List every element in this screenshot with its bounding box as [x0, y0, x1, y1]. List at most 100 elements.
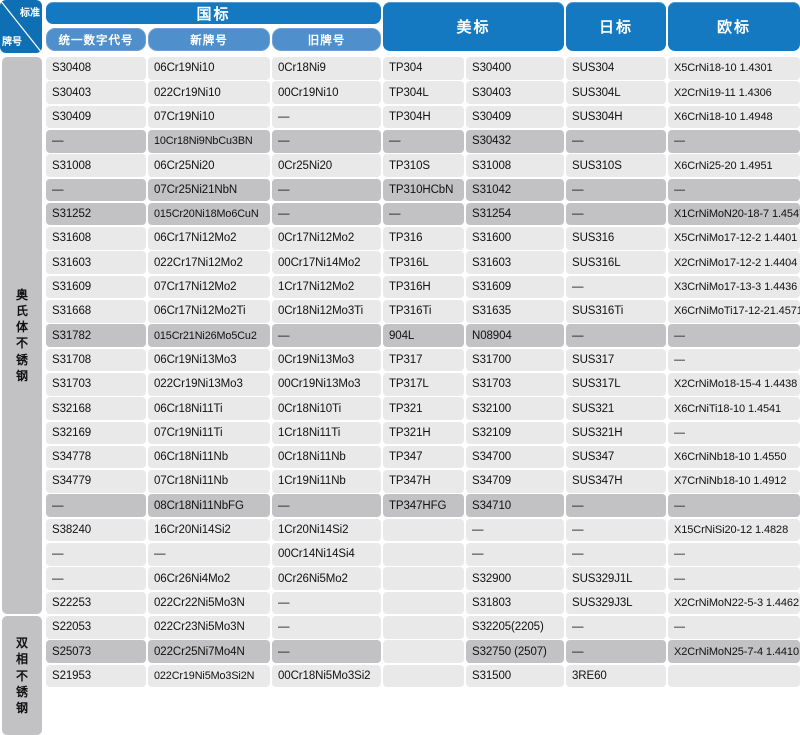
table-cell: X1CrNiMoN20-18-7 1.4547: [668, 202, 800, 226]
table-cell: 0Cr18Ni9: [272, 57, 381, 80]
table-cell: 07Cr25Ni21NbN: [148, 178, 270, 202]
column-subheader-2: 旧牌号: [272, 28, 381, 51]
table-cell: S31635: [466, 300, 564, 323]
table-cell: —: [668, 129, 800, 153]
table-cell: —: [566, 543, 666, 566]
category-char: 不: [15, 668, 28, 683]
table-cell: 022Cr19Ni13Mo3: [148, 372, 270, 396]
table-cell: SUS316: [566, 227, 666, 250]
table-cell: [383, 591, 464, 615]
table-cell: SUS347H: [566, 470, 666, 493]
table-cell: X6CrNi18-10 1.4948: [668, 105, 800, 129]
table-cell: —: [272, 494, 381, 518]
table-cell: S32109: [466, 421, 564, 445]
table-cell: SUS321: [566, 397, 666, 420]
table-cell: X6CrNi25-20 1.4951: [668, 154, 800, 177]
corner-label-grade: 牌号: [2, 37, 22, 48]
table-cell: 022Cr19Ni5Mo3Si2N: [148, 664, 270, 688]
table-cell: —: [566, 324, 666, 347]
table-cell: X2CrNiMo17-12-2 1.4404: [668, 251, 800, 275]
table-cell: TP317L: [383, 372, 464, 396]
table-cell: SUS316L: [566, 251, 666, 275]
table-cell: SUS304: [566, 57, 666, 80]
table-cell: S30408: [46, 57, 146, 80]
table-cell: —: [566, 494, 666, 518]
table-cell: S34710: [466, 494, 564, 518]
table-cell: 07Cr19Ni11Ti: [148, 421, 270, 445]
table-cell: [383, 640, 464, 663]
table-cell: S32205(2205): [466, 615, 564, 639]
table-cell: S22253: [46, 591, 146, 615]
table-cell: 0Cr19Ni13Mo3: [272, 348, 381, 372]
table-cell: TP304H: [383, 105, 464, 129]
table-cell: 1Cr17Ni12Mo2: [272, 275, 381, 299]
table-cell: 015Cr21Ni26Mo5Cu2: [148, 324, 270, 347]
table-cell: S31042: [466, 178, 564, 202]
table-cell: S31609: [46, 275, 146, 299]
table-cell: —: [383, 202, 464, 226]
table-cell: 022Cr25Ni7Mo4N: [148, 640, 270, 663]
table-cell: —: [668, 543, 800, 566]
table-cell: 10Cr18Ni9NbCu3BN: [148, 129, 270, 153]
table-cell: S34700: [466, 445, 564, 469]
table-cell: N08904: [466, 324, 564, 347]
table-cell: TP347: [383, 445, 464, 469]
table-cell: SUS310S: [566, 154, 666, 177]
table-cell: S31609: [466, 275, 564, 299]
table-cell: TP304: [383, 57, 464, 80]
table-cell: —: [46, 543, 146, 566]
table-cell: 1Cr20Ni14Si2: [272, 518, 381, 542]
category-label-1: 双相不锈钢: [2, 615, 42, 735]
category-char: 相: [15, 652, 28, 667]
table-cell: 07Cr19Ni10: [148, 105, 270, 129]
table-cell: S22053: [46, 615, 146, 639]
table-cell: 07Cr18Ni11Nb: [148, 470, 270, 493]
table-cell: S31608: [46, 227, 146, 250]
table-cell: S31782: [46, 324, 146, 347]
table-cell: S31500: [466, 664, 564, 688]
table-cell: S31700: [466, 348, 564, 372]
table-cell: —: [566, 518, 666, 542]
table-cell: SUS321H: [566, 421, 666, 445]
table-cell: X5CrNi18-10 1.4301: [668, 57, 800, 80]
table-cell: TP321: [383, 397, 464, 420]
table-cell: TP316L: [383, 251, 464, 275]
column-subheader-1: 新牌号: [148, 28, 270, 51]
table-cell: TP347H: [383, 470, 464, 493]
table-cell: TP310HCbN: [383, 178, 464, 202]
table-cell: TP347HFG: [383, 494, 464, 518]
table-cell: S30409: [46, 105, 146, 129]
table-cell: —: [46, 494, 146, 518]
table-cell: S34709: [466, 470, 564, 493]
table-cell: 08Cr18Ni11NbFG: [148, 494, 270, 518]
table-cell: —: [46, 129, 146, 153]
column-group-header-3: 欧标: [668, 2, 800, 51]
table-cell: S32100: [466, 397, 564, 420]
table-cell: —: [668, 615, 800, 639]
table-cell: —: [566, 640, 666, 663]
table-cell: —: [272, 640, 381, 663]
table-cell: 1Cr19Ni11Nb: [272, 470, 381, 493]
table-cell: —: [272, 105, 381, 129]
table-cell: S31252: [46, 202, 146, 226]
table-cell: 07Cr17Ni12Mo2: [148, 275, 270, 299]
table-cell: SUS317: [566, 348, 666, 372]
table-cell: 06Cr25Ni20: [148, 154, 270, 177]
table-cell: SUS329J3L: [566, 591, 666, 615]
column-group-header-1: 美标: [383, 2, 564, 51]
table-cell: —: [148, 543, 270, 566]
table-cell: S34779: [46, 470, 146, 493]
table-cell: SUS304H: [566, 105, 666, 129]
table-cell: —: [466, 543, 564, 566]
table-cell: TP316H: [383, 275, 464, 299]
table-cell: X2CrNiMo18-15-4 1.4438: [668, 372, 800, 396]
table-cell: —: [272, 615, 381, 639]
table-cell: SUS347: [566, 445, 666, 469]
column-group-header-0: 国标: [46, 2, 381, 24]
table-cell: 00Cr17Ni14Mo2: [272, 251, 381, 275]
table-cell: —: [668, 567, 800, 590]
table-cell: S32169: [46, 421, 146, 445]
table-cell: —: [668, 178, 800, 202]
table-cell: SUS317L: [566, 372, 666, 396]
